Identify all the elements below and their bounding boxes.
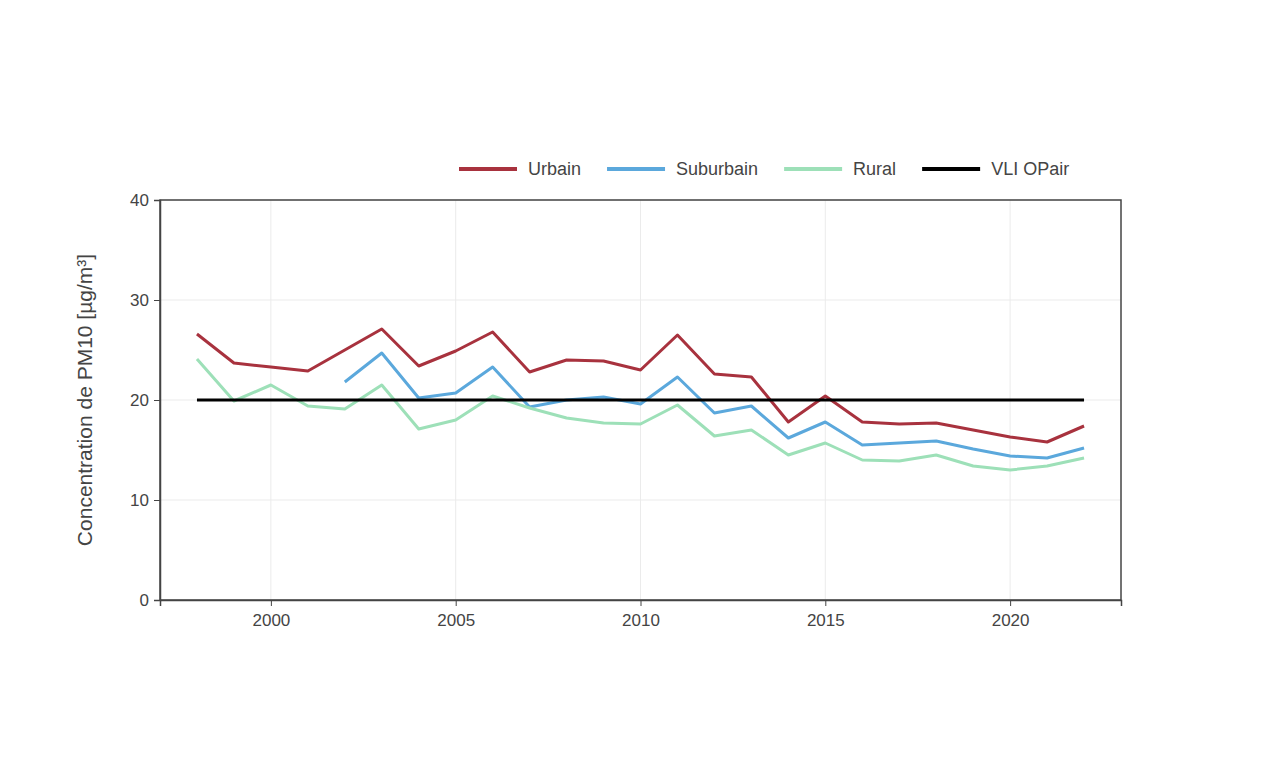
tick-mark [154,300,160,301]
legend-swatch [922,167,980,171]
legend-swatch [607,167,665,171]
plot-frame [160,200,1121,600]
tick: 40 [130,191,160,210]
tick-mark [271,600,272,606]
legend-label: VLI OPair [991,159,1069,179]
legend-label: Suburbain [676,159,758,179]
series-line [197,399,1084,402]
tick-label: 2000 [252,611,290,630]
tick-label: 2020 [992,611,1030,630]
tick: 2000 [252,600,290,630]
tick: 20 [130,391,160,410]
tick-label: 0 [140,591,149,610]
grid [160,200,1121,600]
tick-label: 30 [130,291,149,310]
tick-mark [1010,600,1011,606]
tick: 2010 [622,600,660,630]
tick-label: 2005 [437,611,475,630]
y-axis: 0 10 20 30 40 [130,191,160,610]
tick: 10 [130,491,160,510]
tick: 0 [140,591,160,610]
legend-item: Rural [784,159,896,179]
tick-mark [154,600,160,601]
tick-mark [825,600,826,606]
tick: 2005 [437,600,475,630]
tick-mark [154,400,160,401]
grid-line [160,500,1121,501]
legend-swatch [459,167,517,171]
tick-label: 10 [130,491,149,510]
plot-lines [197,329,1084,470]
legend-item: Suburbain [607,159,758,179]
tick-mark [456,600,457,606]
tick-mark [154,500,160,501]
legend-label: Urbain [528,159,581,179]
legend-swatch [784,167,842,171]
tick-label: 40 [130,191,149,210]
tick: 2015 [807,600,845,630]
legend-label: Rural [853,159,896,179]
grid-line [160,400,1121,401]
tick-label: 2015 [807,611,845,630]
axis-line [161,601,1122,607]
legend: Urbain Suburbain Rural VLI OPair [459,159,1069,179]
legend-item: Urbain [459,159,581,179]
legend-item: VLI OPair [922,159,1069,179]
tick-mark [154,200,160,201]
chart: 2000 2005 2010 2015 2020 0 10 20 30 40 Concentrati… [0,0,1280,760]
tick-mark [641,600,642,606]
axis-line [154,201,161,601]
series-line [197,359,1084,470]
tick-label: 2010 [622,611,660,630]
tick-label: 20 [130,391,149,410]
series-line [345,353,1084,458]
grid-line [160,300,1121,301]
x-axis: 2000 2005 2010 2015 2020 [161,600,1122,630]
tick: 2020 [992,600,1030,630]
tick: 30 [130,291,160,310]
y-axis-title: Concentration de PM10 [µg/m³] [73,254,96,546]
